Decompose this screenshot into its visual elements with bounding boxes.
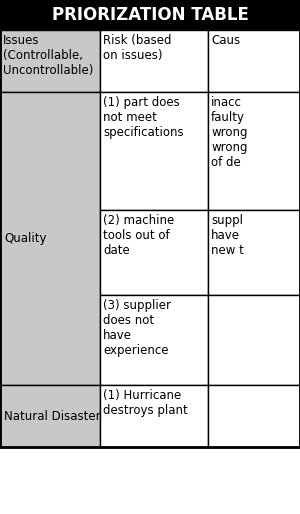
- Bar: [0, 0, 300, 447]
- Text: (1) Hurricane
destroys plant: (1) Hurricane destroys plant: [103, 389, 188, 417]
- Bar: [208, 92, 300, 210]
- Bar: [100, 385, 208, 447]
- Bar: [100, 210, 208, 295]
- Text: PRIORIZATION TABLE: PRIORIZATION TABLE: [52, 6, 248, 24]
- Bar: [0, 385, 100, 447]
- Bar: [100, 30, 208, 92]
- Bar: [100, 295, 208, 385]
- Text: Natural Disaster: Natural Disaster: [4, 410, 101, 423]
- Text: Caus: Caus: [211, 34, 240, 47]
- Bar: [208, 30, 300, 92]
- Text: Quality: Quality: [4, 232, 46, 245]
- Bar: [208, 210, 300, 295]
- Bar: [208, 295, 300, 385]
- Bar: [208, 385, 300, 447]
- Text: (1) part does
not meet
specifications: (1) part does not meet specifications: [103, 96, 184, 139]
- Text: suppl
have
new t: suppl have new t: [211, 214, 244, 257]
- Bar: [0, 0, 300, 30]
- Bar: [0, 30, 100, 92]
- Text: (3) supplier
does not
have
experience: (3) supplier does not have experience: [103, 299, 171, 357]
- Text: Risk (based
on issues): Risk (based on issues): [103, 34, 172, 62]
- Text: inacc
faulty
wrong
wrong
of de: inacc faulty wrong wrong of de: [211, 96, 247, 169]
- Bar: [0, 92, 100, 385]
- Bar: [100, 92, 208, 210]
- Text: Issues
(Controllable,
Uncontrollable): Issues (Controllable, Uncontrollable): [3, 34, 93, 77]
- Text: (2) machine
tools out of
date: (2) machine tools out of date: [103, 214, 174, 257]
